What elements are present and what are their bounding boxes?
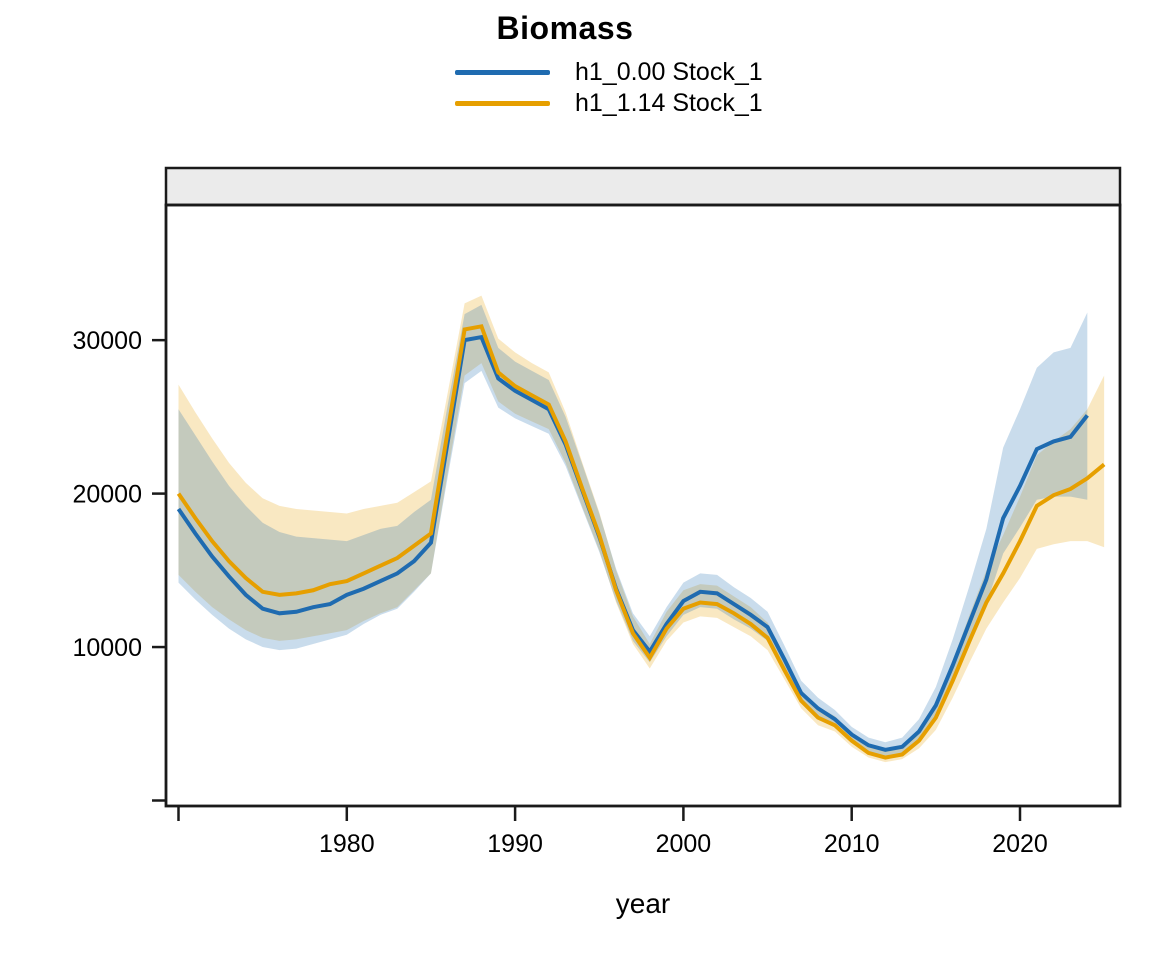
legend-label: h1_0.00 Stock_1 (575, 58, 763, 86)
panel-border (164, 203, 1122, 808)
confidence-ribbon-h1-114 (178, 295, 1105, 763)
legend-item-h1-000: h1_0.00 Stock_1 (455, 57, 763, 88)
x-tick-label: 1990 (487, 830, 543, 858)
legend-label: h1_1.14 Stock_1 (575, 89, 763, 117)
legend-key-line-orange (455, 101, 550, 106)
series-line-h1-114 (176, 324, 1106, 760)
y-tick-label: 30000 (72, 327, 142, 355)
legend-item-h1-114: h1_1.14 Stock_1 (455, 88, 763, 119)
x-tick-label: 1980 (319, 830, 375, 858)
x-tick-label: 2020 (992, 830, 1048, 858)
x-tick-label: 2000 (656, 830, 712, 858)
x-tick-label: 2010 (824, 830, 880, 858)
x-axis-title: year (615, 888, 671, 919)
y-tick-label: 20000 (72, 481, 142, 509)
legend: h1_0.00 Stock_1 h1_1.14 Stock_1 (455, 57, 763, 119)
legend-key-line-blue (455, 70, 550, 75)
y-tick-label: 10000 (72, 634, 142, 662)
facet-strip (164, 166, 1122, 207)
plot-title: Biomass (496, 10, 634, 46)
